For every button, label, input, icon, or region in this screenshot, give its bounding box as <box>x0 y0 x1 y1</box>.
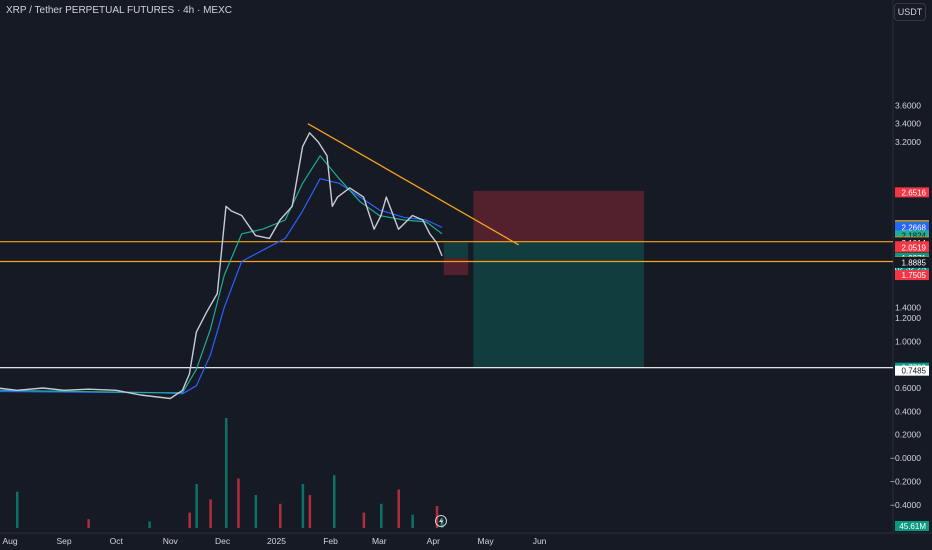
y-tick-label: 1.0000 <box>895 336 921 346</box>
y-tick-label: 3.4000 <box>895 119 921 129</box>
y-tick-label: 1.2000 <box>895 313 921 323</box>
y-tick-label: 3.6000 <box>895 100 921 110</box>
x-tick-label: Dec <box>215 536 231 546</box>
y-tick-label: 0.6000 <box>895 383 921 393</box>
price-label-bg <box>895 242 929 253</box>
price-label-bg <box>894 256 930 268</box>
price-label: 2.6516 <box>902 188 927 197</box>
price-label: 1.7505 <box>902 271 927 280</box>
x-tick-label: Apr <box>427 536 440 546</box>
position-2-target-zone <box>473 241 645 368</box>
price-label-bg <box>895 365 929 376</box>
price-label: 0.7485 <box>902 367 927 376</box>
price-label: 2.1824 <box>902 231 927 240</box>
position-2-stop-zone <box>473 190 645 242</box>
volume-bar <box>441 518 444 528</box>
price-label-bg <box>895 187 929 198</box>
position-1-stop-zone <box>443 257 469 276</box>
volume-bar <box>333 475 336 528</box>
price-line <box>0 132 443 400</box>
volume-bar <box>362 512 366 528</box>
x-tick-label: 2025 <box>267 536 286 546</box>
y-tick-label: 3.2000 <box>895 137 921 147</box>
price-label-bg <box>895 222 929 233</box>
y-tick-label: −0.4000 <box>890 500 921 510</box>
x-tick-label: Oct <box>110 536 124 546</box>
volume-bar <box>308 495 312 528</box>
y-tick-label: 0.2000 <box>895 430 921 440</box>
volume-bar <box>209 499 212 528</box>
y-tick-label: 0.4000 <box>895 406 921 416</box>
ema-fast-line <box>0 155 443 394</box>
volume-bar <box>195 484 198 528</box>
volume-bar <box>87 519 90 528</box>
chart-title: XRP / Tether PERPETUAL FUTURES · 4h · ME… <box>6 5 232 16</box>
price-label-bg <box>895 270 929 281</box>
lightning-icon-ring <box>435 515 447 527</box>
price-label: 2.2668 <box>902 224 927 233</box>
volume-bar <box>301 484 305 528</box>
volume-bar <box>148 521 151 528</box>
volume-label: 45.61M <box>899 522 926 531</box>
volume-bar <box>380 503 383 528</box>
ema-slow-line <box>0 178 443 395</box>
x-tick-label: Feb <box>323 536 338 546</box>
trendline <box>307 123 519 246</box>
price-label-bg <box>895 230 929 241</box>
volume-bar <box>225 418 228 528</box>
y-tick-label: 1.4000 <box>895 302 921 312</box>
y-tick-label: −0.2000 <box>890 476 921 486</box>
x-tick-label: Nov <box>163 536 179 546</box>
volume-bar <box>254 495 258 528</box>
volume-bar <box>279 503 282 528</box>
x-tick-label: May <box>478 536 495 546</box>
x-tick-label: Jun <box>533 536 547 546</box>
volume-bar <box>411 514 414 528</box>
volume-bar <box>188 512 191 528</box>
price-label-countdown: 02:32:25 <box>895 264 927 273</box>
volume-bar <box>237 478 240 528</box>
volume-label-bg <box>895 521 929 531</box>
volume-bar <box>15 491 19 528</box>
lightning-icon-bolt <box>439 517 444 526</box>
x-tick-label: Mar <box>372 536 387 546</box>
currency-button[interactable]: USDT <box>894 3 926 21</box>
lightning-icon <box>435 515 447 527</box>
price-label: 1.8885 <box>902 258 927 267</box>
x-tick-label: Aug <box>2 536 17 546</box>
price-label: 2.0519 <box>902 243 927 252</box>
y-tick-label: −0.0000 <box>890 453 921 463</box>
x-tick-label: Sep <box>56 536 71 546</box>
volume-bar <box>397 489 400 528</box>
position-1-target-zone <box>443 242 469 258</box>
